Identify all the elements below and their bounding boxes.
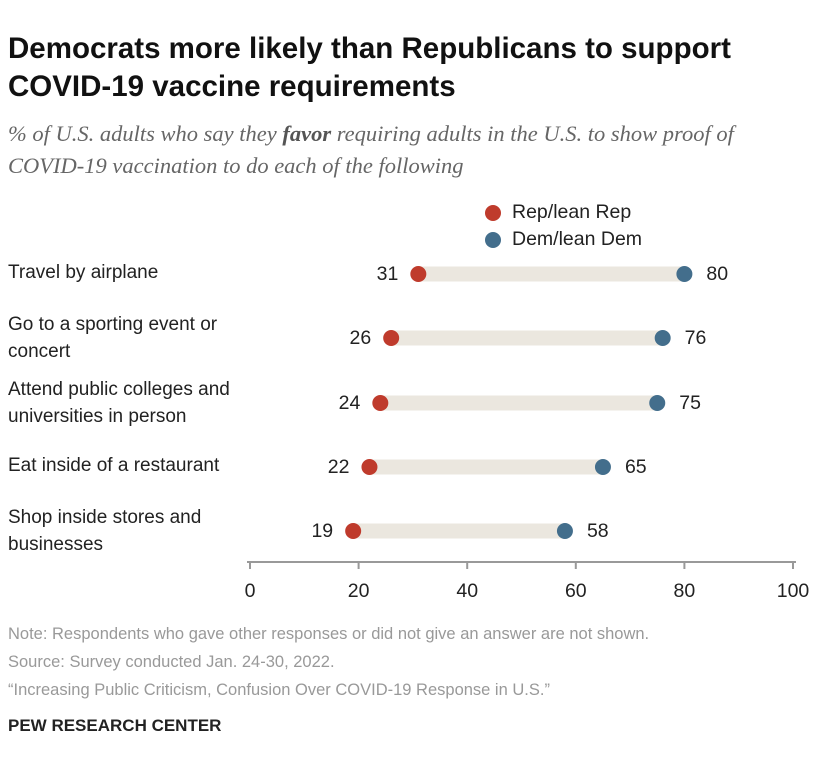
category-label: Attend public colleges and universities …: [8, 379, 230, 427]
dot: [345, 523, 362, 539]
legend-label: Rep/lean Rep: [512, 201, 631, 223]
value-label: 58: [587, 520, 609, 542]
x-tick-label: 40: [456, 580, 478, 602]
value-label: 65: [625, 456, 647, 478]
dot: [676, 266, 693, 282]
category-label: Go to a sporting event or concert: [8, 314, 218, 362]
dot: [410, 266, 427, 282]
dot: [594, 459, 611, 475]
chart-title: Democrats more likely than Republicans t…: [8, 32, 731, 103]
dot: [383, 330, 400, 346]
value-label: 75: [679, 392, 701, 414]
report-title: “Increasing Public Criticism, Confusion …: [8, 681, 550, 699]
legend-label: Dem/lean Dem: [512, 228, 642, 250]
value-label: 24: [339, 392, 361, 414]
x-tick-label: 100: [777, 580, 810, 602]
value-label: 26: [349, 327, 371, 349]
value-label: 80: [706, 263, 728, 285]
note: Note: Respondents who gave other respons…: [8, 625, 650, 643]
x-tick-label: 20: [348, 580, 370, 602]
x-tick-label: 80: [674, 580, 696, 602]
category-label: Eat inside of a restaurant: [8, 455, 220, 476]
subtitle-emphasis: favor: [282, 121, 332, 146]
x-tick-label: 60: [565, 580, 587, 602]
value-label: 76: [685, 327, 707, 349]
legend-marker: [485, 232, 501, 248]
dot: [372, 395, 389, 411]
organization: PEW RESEARCH CENTER: [8, 716, 222, 735]
source: Source: Survey conducted Jan. 24-30, 202…: [8, 653, 335, 671]
dot: [654, 330, 671, 346]
dot: [361, 459, 378, 475]
value-label: 19: [311, 520, 333, 542]
category-label: Shop inside stores and businesses: [8, 507, 202, 555]
subtitle-part: requiring adults in the U.S. to show pro…: [8, 121, 734, 178]
chart-subtitle: % of U.S. adults who say they favor requ…: [8, 118, 808, 182]
subtitle-part: % of U.S. adults who say they: [8, 121, 283, 146]
x-tick-label: 0: [245, 580, 256, 602]
value-label: 22: [328, 456, 350, 478]
value-label: 31: [377, 263, 399, 285]
dot: [649, 395, 666, 411]
category-label: Travel by airplane: [8, 262, 159, 283]
legend-marker: [485, 205, 501, 221]
dot: [556, 523, 573, 539]
